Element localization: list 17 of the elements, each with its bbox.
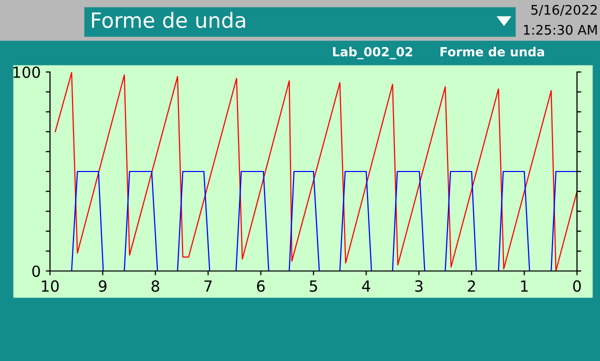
x-tick-label: 0 [573, 280, 581, 292]
y-tick-label: 100 [13, 66, 40, 78]
chart-title: Forme de unda [92, 12, 246, 28]
x-tick-label: 3 [415, 280, 423, 292]
x-tick-label: 7 [204, 280, 212, 292]
text: 1:25:30 AM [524, 24, 597, 35]
chart-subtitle: Lab_002_02 Forme de unda [333, 46, 544, 60]
text: 5/16/2022 [531, 4, 597, 16]
x-tick-label: 8 [152, 280, 160, 292]
x-tick-label: 5 [310, 280, 318, 292]
x-tick-label: 1 [521, 280, 528, 292]
x-tick-label: 4 [362, 280, 370, 292]
x-tick-label: 9 [98, 280, 106, 292]
x-tick-label: 6 [257, 280, 265, 292]
x-tick-label: 10 [42, 280, 59, 292]
line-series [54, 72, 577, 271]
x-tick-label: 2 [468, 280, 475, 292]
